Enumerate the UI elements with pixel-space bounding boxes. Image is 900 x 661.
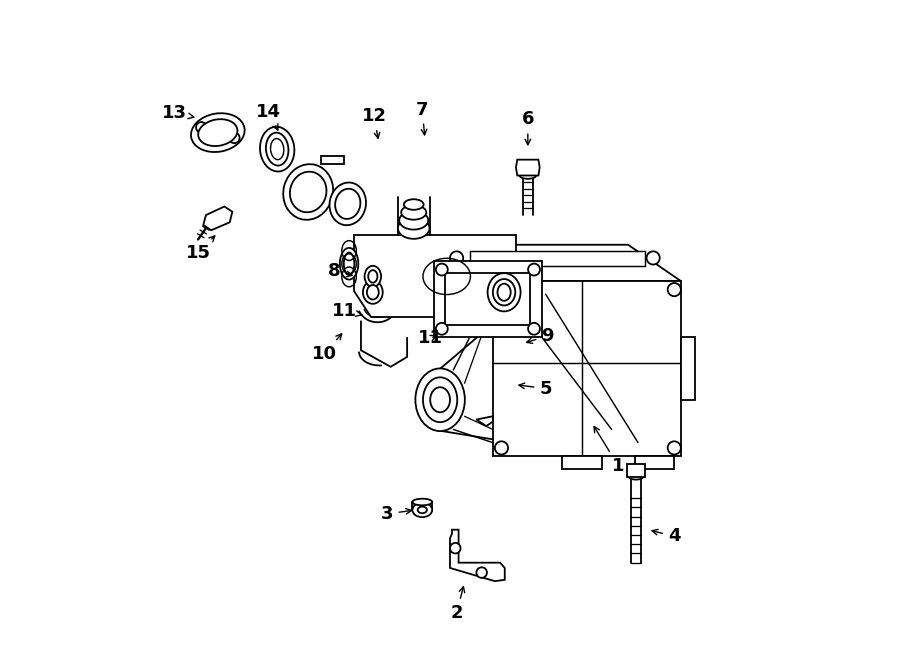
Ellipse shape <box>260 127 294 171</box>
Circle shape <box>196 122 207 133</box>
Ellipse shape <box>404 199 424 210</box>
Text: 3: 3 <box>381 505 411 523</box>
Text: 11: 11 <box>418 329 443 348</box>
Ellipse shape <box>629 475 643 480</box>
Text: 14: 14 <box>256 102 281 130</box>
Polygon shape <box>321 156 345 165</box>
Circle shape <box>668 442 681 455</box>
Ellipse shape <box>266 133 288 165</box>
Ellipse shape <box>284 164 333 220</box>
Text: 2: 2 <box>450 587 464 622</box>
Polygon shape <box>446 273 530 325</box>
Text: 4: 4 <box>652 527 680 545</box>
Ellipse shape <box>488 273 520 311</box>
Ellipse shape <box>519 173 536 178</box>
Text: 6: 6 <box>522 110 534 145</box>
Text: 7: 7 <box>416 100 428 135</box>
Polygon shape <box>355 235 516 317</box>
Circle shape <box>436 323 448 334</box>
Text: 8: 8 <box>328 262 352 280</box>
Ellipse shape <box>412 498 432 505</box>
Circle shape <box>668 283 681 296</box>
Ellipse shape <box>191 113 245 152</box>
Text: 15: 15 <box>185 236 215 262</box>
Ellipse shape <box>416 368 464 431</box>
Circle shape <box>495 442 508 455</box>
Polygon shape <box>361 321 407 367</box>
Polygon shape <box>681 337 696 400</box>
Ellipse shape <box>290 172 327 212</box>
Text: 9: 9 <box>526 327 554 345</box>
Ellipse shape <box>198 119 238 146</box>
Polygon shape <box>434 261 543 337</box>
Polygon shape <box>562 456 602 469</box>
Ellipse shape <box>493 279 516 305</box>
Polygon shape <box>493 281 681 456</box>
Ellipse shape <box>401 205 427 219</box>
Circle shape <box>450 251 464 264</box>
Ellipse shape <box>329 182 366 225</box>
Ellipse shape <box>423 377 457 422</box>
Polygon shape <box>444 245 681 281</box>
Ellipse shape <box>412 502 432 517</box>
Circle shape <box>528 264 540 276</box>
Polygon shape <box>516 160 540 175</box>
Text: 5: 5 <box>519 379 552 397</box>
Circle shape <box>436 264 448 276</box>
Ellipse shape <box>344 253 355 275</box>
Ellipse shape <box>400 211 428 229</box>
Text: 1: 1 <box>594 426 625 475</box>
Circle shape <box>646 251 660 264</box>
Polygon shape <box>450 529 505 581</box>
Text: 12: 12 <box>362 107 387 138</box>
Ellipse shape <box>335 189 360 219</box>
Polygon shape <box>203 206 232 230</box>
Circle shape <box>495 283 508 296</box>
Polygon shape <box>626 464 645 477</box>
Text: 10: 10 <box>312 334 342 363</box>
Ellipse shape <box>363 281 382 304</box>
Ellipse shape <box>368 270 377 283</box>
Polygon shape <box>634 456 674 469</box>
Circle shape <box>476 567 487 578</box>
Ellipse shape <box>364 266 381 287</box>
Ellipse shape <box>340 248 358 280</box>
Text: 13: 13 <box>162 104 194 122</box>
Ellipse shape <box>367 285 379 299</box>
Circle shape <box>229 133 239 143</box>
Circle shape <box>450 543 461 553</box>
Polygon shape <box>394 245 493 284</box>
Text: 11: 11 <box>332 301 363 320</box>
Ellipse shape <box>398 217 429 239</box>
Polygon shape <box>470 251 644 266</box>
Circle shape <box>528 323 540 334</box>
